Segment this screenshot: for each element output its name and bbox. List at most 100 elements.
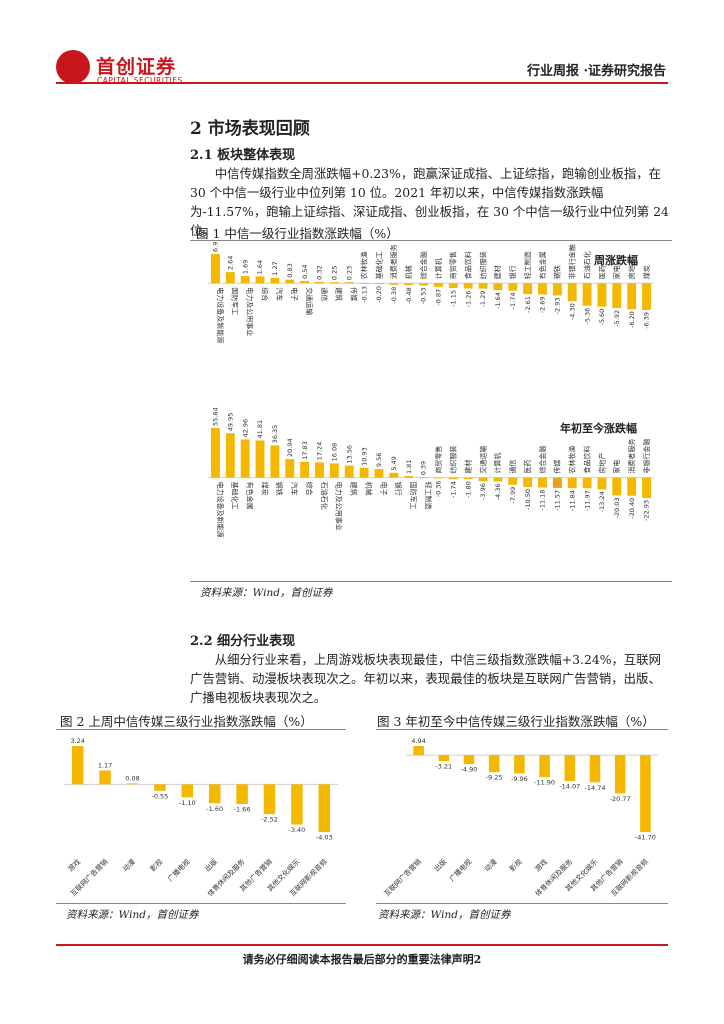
value-label: -41.70 — [635, 834, 656, 842]
category-label: 综合 — [260, 287, 269, 301]
figure2-chart: 3.24游戏1.17互联网广告营销0.08动漫-0.55影视-1.10广播电视-… — [64, 737, 338, 898]
company-logo-icon — [56, 50, 90, 84]
category-label: 基础化工 — [231, 482, 240, 510]
bar — [344, 282, 354, 284]
value-label: 13.56 — [345, 445, 353, 464]
value-label: -1.10 — [179, 799, 196, 807]
bar — [514, 755, 525, 774]
value-label: 16.08 — [331, 443, 339, 462]
bar — [210, 428, 220, 478]
bar — [597, 477, 607, 490]
value-label: -5.92 — [613, 310, 621, 327]
bar — [208, 784, 221, 804]
value-label: -1.80 — [464, 481, 472, 498]
figure1-title: 图 1 中信一级行业指数涨跌幅（%） — [196, 226, 399, 241]
bar — [263, 784, 276, 815]
value-label: 10.93 — [360, 447, 368, 466]
bar — [270, 445, 280, 478]
bar — [627, 283, 637, 310]
value-label: 1.27 — [271, 261, 279, 275]
bar — [564, 755, 576, 782]
category-label: 通信 — [508, 460, 517, 474]
value-label: 36.35 — [271, 425, 279, 444]
bar — [463, 755, 475, 765]
figure2-title: 图 2 上周中信传媒三级行业指数涨跌幅（%） — [60, 714, 313, 729]
figure2-source: 资料来源：Wind，首创证券 — [66, 909, 199, 921]
bar — [552, 283, 562, 296]
category-label: 综合 — [305, 482, 314, 496]
category-label: 煤炭 — [260, 482, 269, 496]
value-label: -0.13 — [360, 286, 368, 303]
bar — [589, 755, 601, 783]
value-label: -1.74 — [449, 481, 457, 498]
section-title: 2 市场表现回顾 — [190, 119, 310, 139]
value-label: 41.81 — [256, 420, 264, 439]
bar — [642, 283, 652, 310]
category-label: 机械 — [364, 482, 373, 496]
category-label: 影视 — [508, 857, 524, 873]
value-label: -0.48 — [405, 287, 413, 304]
category-label: 互联网广告营销 — [382, 857, 423, 898]
value-label: -2.69 — [539, 296, 547, 313]
bar — [552, 477, 562, 488]
category-label: 国防军工 — [409, 482, 418, 510]
category-label: 食品饮料 — [582, 446, 591, 474]
value-label: -1.29 — [479, 291, 487, 308]
category-label: 建材 — [493, 265, 502, 279]
bar — [255, 276, 265, 284]
category-label: 计算机 — [493, 453, 502, 474]
value-label: -4.03 — [316, 834, 333, 842]
value-label: -13.24 — [598, 491, 606, 512]
value-label: 0.23 — [345, 266, 353, 280]
bar — [240, 276, 250, 284]
category-label: 国防军工 — [231, 287, 240, 315]
category-label: 动漫 — [121, 857, 137, 873]
value-label: -14.07 — [559, 783, 580, 791]
bar — [433, 283, 443, 287]
value-label: 3.24 — [70, 737, 84, 745]
bar — [642, 477, 652, 498]
value-label: -10.50 — [524, 489, 532, 510]
category-label: 有色金属 — [246, 482, 255, 510]
value-label: 17.83 — [301, 441, 309, 460]
logo-text: 首创证券 — [96, 56, 177, 78]
figure3-top-rule — [376, 729, 668, 730]
bar — [181, 784, 194, 798]
bar — [404, 476, 414, 478]
value-label: -5.60 — [598, 309, 606, 326]
category-label: 非银行金融 — [642, 439, 651, 474]
report-type: 行业周报 ·证券研究报告 — [526, 64, 666, 79]
figure3-bottom-rule — [376, 903, 668, 904]
value-label: -1.26 — [464, 290, 472, 307]
bar — [99, 770, 111, 785]
value-label: 0.25 — [331, 266, 339, 280]
category-label: 广播电视 — [166, 857, 192, 883]
bar — [523, 283, 533, 295]
value-label: 1.69 — [241, 260, 249, 274]
category-label: 游戏 — [533, 857, 549, 873]
figure1-chart: 周涨跌幅 6.96 电力设备及新能源 2.64 国防军工 1.69 电力及公用事业 1.64 综… — [208, 242, 654, 538]
legend-label: 年初至今涨跌幅 — [560, 421, 637, 435]
bar — [508, 477, 518, 485]
bar — [291, 784, 303, 825]
category-label: 消费者服务 — [627, 439, 636, 474]
bar — [225, 272, 235, 284]
category-label: 钢铁 — [553, 265, 562, 279]
value-label: 42.96 — [241, 419, 249, 438]
value-label: 4.94 — [411, 737, 425, 745]
category-label: 交通运输 — [305, 287, 314, 315]
value-label: -9.96 — [511, 775, 528, 783]
value-label: -5.36 — [583, 308, 591, 325]
value-label: -4.90 — [461, 766, 478, 774]
subsection-title-2-2: 2.2 细分行业表现 — [190, 634, 296, 649]
category-label: 综合金融 — [538, 446, 547, 474]
category-label: 纺织服装 — [449, 446, 458, 474]
category-label: 农林牧渔 — [359, 251, 368, 279]
bar — [255, 440, 265, 478]
bar — [627, 477, 637, 496]
bar — [300, 461, 310, 478]
value-label: -6.20 — [628, 311, 636, 328]
value-label: 6.96 — [212, 242, 220, 252]
value-label: 17.24 — [316, 442, 324, 461]
category-label: 建筑 — [335, 287, 344, 301]
